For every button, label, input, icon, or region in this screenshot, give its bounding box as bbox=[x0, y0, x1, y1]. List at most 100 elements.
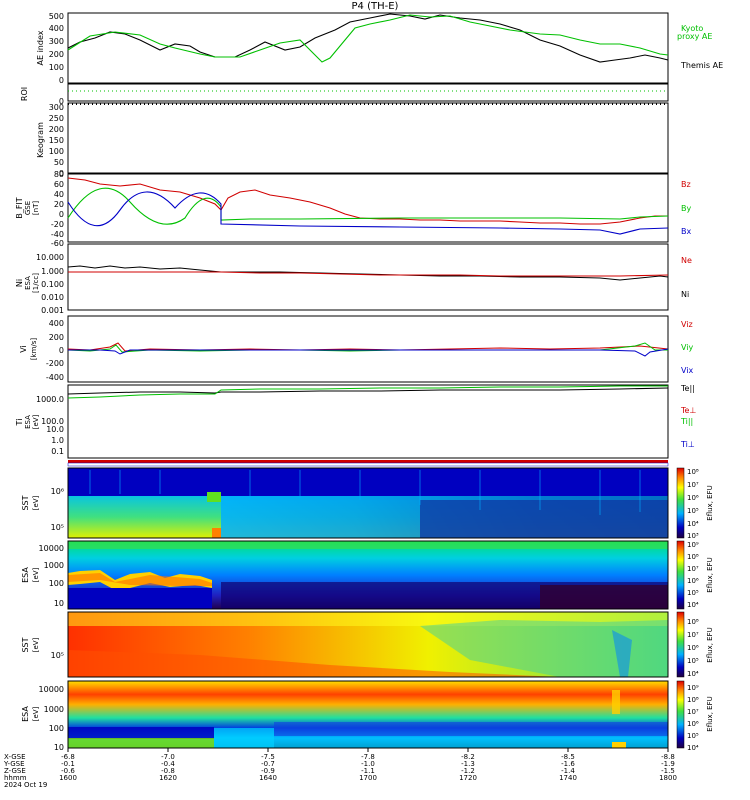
legend-themis-ae: Themis AE bbox=[680, 61, 723, 70]
spec1-cbar-label: Eflux, EFU bbox=[706, 485, 714, 520]
ni-ytick: 0.010 bbox=[41, 293, 64, 302]
legend-te-par: Te|| bbox=[680, 384, 695, 393]
spec1-ylabel: SST bbox=[21, 495, 30, 510]
row-label-ygse: Y-GSE bbox=[3, 760, 25, 768]
legend-viy: Viy bbox=[681, 343, 694, 352]
xgse-value: -8.2 bbox=[461, 753, 475, 761]
ti-ytick: 1.0 bbox=[51, 436, 64, 445]
spec2-cbar-tick: 10⁴ bbox=[687, 601, 699, 609]
zgse-value: -1.5 bbox=[661, 767, 675, 775]
legend-ni: Ni bbox=[681, 290, 689, 299]
zgse-value: -0.6 bbox=[61, 767, 75, 775]
keogram-ytick: 50 bbox=[54, 158, 64, 167]
spec4-ylabel-unit: [eV] bbox=[32, 706, 40, 721]
ygse-value: -1.3 bbox=[461, 760, 475, 768]
legend-vix: Vix bbox=[681, 366, 694, 375]
ygse-value: -0.4 bbox=[161, 760, 175, 768]
time-tick: 1720 bbox=[459, 774, 477, 782]
ni-ylabel-unit: [1/cc] bbox=[32, 273, 40, 293]
ae-ytick: 100 bbox=[49, 63, 64, 72]
zgse-value: -1.1 bbox=[361, 767, 375, 775]
spec2-ytick: 1000 bbox=[44, 561, 64, 570]
te-line bbox=[67, 387, 669, 395]
spec4-cbar-label: Eflux, EFU bbox=[706, 696, 714, 731]
ti-ytick: 1000.0 bbox=[36, 395, 64, 404]
xgse-value: -7.8 bbox=[361, 753, 375, 761]
bfit-ytick: -20 bbox=[51, 220, 64, 229]
ygse-value: -1.9 bbox=[661, 760, 675, 768]
plot-title: P4 (TH-E) bbox=[352, 1, 399, 12]
spec1-ytick: 10⁶ bbox=[51, 487, 64, 496]
row-label-zgse: Z-GSE bbox=[4, 767, 26, 775]
spec3-ytick: 10⁵ bbox=[51, 651, 64, 660]
ti-ylabel: Ti bbox=[15, 419, 24, 427]
spec3-cbar-label: Eflux, EFU bbox=[706, 627, 714, 662]
bfit-ytick: -60 bbox=[51, 239, 64, 248]
spec2-colorbar bbox=[676, 540, 685, 610]
spec4-ytick: 10000 bbox=[39, 685, 64, 694]
themis-ae-line bbox=[67, 13, 669, 63]
spec4-colorbar bbox=[676, 680, 685, 749]
bfit-ylabel: B_FIT bbox=[15, 197, 24, 218]
sst-spectrogram-1: SST [eV] 10⁶ 10⁵ 10⁸ 10⁷ 10⁶ 10⁵ 10⁴ 10³… bbox=[21, 467, 714, 540]
ni-ytick: 1.000 bbox=[41, 267, 64, 276]
vi-ylabel-unit: [km/s] bbox=[30, 338, 38, 361]
spec4-ytick: 100 bbox=[49, 724, 64, 733]
bfit-ylabel-unit: [nT] bbox=[32, 201, 40, 215]
bfit-ylabel-frame: GSE bbox=[24, 201, 32, 215]
time-tick: 1800 bbox=[659, 774, 677, 782]
legend-ti-perp: Ti⊥ bbox=[680, 440, 695, 449]
spec3-cbar-tick: 10⁵ bbox=[687, 657, 699, 665]
row-label-xgse: X-GSE bbox=[4, 753, 26, 761]
kyoto-ae-line bbox=[67, 14, 669, 63]
legend-bx: Bx bbox=[681, 227, 691, 236]
time-tick: 1600 bbox=[59, 774, 77, 782]
legend-bz: Bz bbox=[681, 180, 691, 189]
sst-spectrogram-1-noise bbox=[89, 470, 641, 515]
xgse-value: -8.8 bbox=[661, 753, 675, 761]
spec3-cbar-tick: 10⁸ bbox=[687, 618, 699, 626]
keogram-ytick: 100 bbox=[49, 147, 64, 156]
xgse-value: -8.5 bbox=[561, 753, 575, 761]
ti-ylabel-unit: [eV] bbox=[32, 414, 40, 429]
ae-panel: AE index 500 400 300 200 100 0 Kyoto pro… bbox=[36, 12, 723, 85]
ne-line bbox=[68, 271, 669, 277]
ygse-value: -1.0 bbox=[361, 760, 375, 768]
ti-ylabel-instr: ESA bbox=[24, 415, 32, 429]
spec3-cbar-tick: 10⁷ bbox=[687, 631, 699, 639]
legend-ne: Ne bbox=[681, 256, 692, 265]
ygse-value: -1.6 bbox=[561, 760, 575, 768]
ae-ylabel: AE index bbox=[36, 30, 45, 65]
spec2-cbar-label: Eflux, EFU bbox=[706, 557, 714, 592]
time-tick: 1620 bbox=[159, 774, 177, 782]
xgse-value: -6.8 bbox=[61, 753, 75, 761]
esa-spectrogram-2: ESA [eV] 10000 1000 100 10 10⁹ 10⁸ 10⁷ 1… bbox=[21, 680, 714, 752]
vi-ytick: -400 bbox=[46, 373, 64, 382]
esa-spectrogram-1: ESA [eV] 10000 1000 100 10 10⁹ 10⁸ 10⁷ 1… bbox=[21, 540, 714, 610]
spec4-cbar-tick: 10⁴ bbox=[687, 744, 699, 752]
zgse-value: -1.4 bbox=[561, 767, 575, 775]
spec2-ytick: 10 bbox=[54, 599, 64, 608]
vi-ytick: -200 bbox=[46, 359, 64, 368]
bfit-ytick: 0 bbox=[59, 210, 64, 219]
ni-ytick: 0.100 bbox=[41, 280, 64, 289]
ae-ytick: 200 bbox=[49, 50, 64, 59]
spec2-cbar-tick: 10⁵ bbox=[687, 589, 699, 597]
spec2-cbar-tick: 10⁷ bbox=[687, 565, 699, 573]
spec2-ytick: 10000 bbox=[39, 544, 64, 553]
roi-panel: ROI 0 bbox=[20, 83, 669, 106]
roi-ytick: 0 bbox=[59, 97, 64, 106]
spec2-cbar-tick: 10⁶ bbox=[687, 577, 699, 585]
ti-ytick: 0.1 bbox=[51, 447, 64, 456]
keogram-ytick: 150 bbox=[49, 136, 64, 145]
keogram-ytick: 300 bbox=[49, 103, 64, 112]
spec1-cbar-tick: 10⁸ bbox=[687, 468, 699, 476]
spec1-ytick: 10⁵ bbox=[51, 523, 64, 532]
legend-viz: Viz bbox=[681, 320, 693, 329]
legend-by: By bbox=[681, 204, 691, 213]
vi-ytick: 0 bbox=[59, 346, 64, 355]
ae-ytick: 500 bbox=[49, 12, 64, 21]
ni-ytick: 10.000 bbox=[36, 253, 64, 262]
xgse-value: -7.5 bbox=[261, 753, 275, 761]
xgse-value: -7.0 bbox=[161, 753, 175, 761]
